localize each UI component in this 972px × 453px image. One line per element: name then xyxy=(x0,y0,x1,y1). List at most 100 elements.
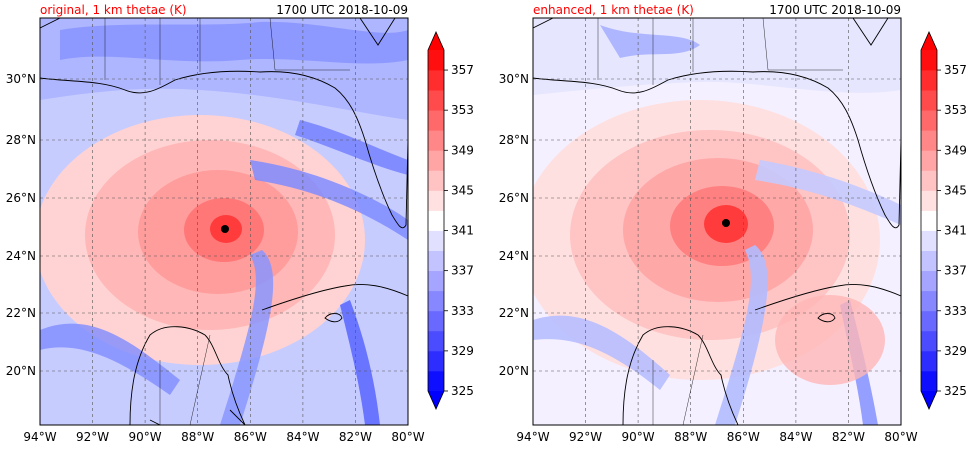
svg-text:28°N: 28°N xyxy=(499,133,529,147)
lon-tick-labels: 94°W 92°W 90°W 88°W 86°W 84°W 82°W 80°W xyxy=(516,430,917,444)
colorbar-label: 357 xyxy=(451,63,474,77)
colorbar-label: 341 xyxy=(944,224,967,238)
colorbar-label: 357 xyxy=(944,63,967,77)
colorbar-label: 325 xyxy=(451,384,474,398)
colorbar-bin xyxy=(428,350,444,372)
coastlines xyxy=(40,18,408,425)
colorbar-bin xyxy=(428,50,444,71)
svg-text:26°N: 26°N xyxy=(6,191,36,205)
colorbar-label: 337 xyxy=(944,264,967,278)
thetae-field xyxy=(533,18,901,425)
map-frame xyxy=(39,17,409,426)
colorbar-bin xyxy=(921,130,937,151)
svg-text:82°W: 82°W xyxy=(832,430,865,444)
colorbar-bin xyxy=(921,330,937,352)
storm-center-marker xyxy=(221,225,229,233)
svg-text:86°W: 86°W xyxy=(727,430,760,444)
colorbar-bin xyxy=(921,150,937,171)
colorbar-bin xyxy=(428,230,444,251)
svg-text:94°W: 94°W xyxy=(23,430,56,444)
colorbar-extend-min xyxy=(921,391,937,409)
colorbar-label: 333 xyxy=(451,304,474,318)
colorbar-bin xyxy=(921,250,937,272)
colorbar-label: 329 xyxy=(944,344,967,358)
svg-text:26°N: 26°N xyxy=(499,191,529,205)
lon-tick-labels: 94°W 92°W 90°W 88°W 86°W 84°W 82°W 80°W xyxy=(23,430,424,444)
colorbar: 325 329 333 337 341 345 349 353 357 xyxy=(920,31,967,410)
svg-text:30°N: 30°N xyxy=(6,72,36,86)
svg-text:22°N: 22°N xyxy=(499,306,529,320)
svg-text:94°W: 94°W xyxy=(516,430,549,444)
storm-center-marker xyxy=(722,219,730,227)
svg-text:80°W: 80°W xyxy=(884,430,917,444)
svg-text:24°N: 24°N xyxy=(6,249,36,263)
svg-text:92°W: 92°W xyxy=(76,430,109,444)
colorbar-bin xyxy=(428,130,444,151)
svg-text:20°N: 20°N xyxy=(499,364,529,378)
panel-title-time: 1700 UTC 2018-10-09 xyxy=(769,3,901,17)
colorbar-extend-max xyxy=(921,32,937,50)
lat-tick-labels: 20°N 22°N 24°N 26°N 28°N 30°N xyxy=(499,72,529,378)
panel-title-left: enhanced, 1 km thetae (K) xyxy=(533,3,694,17)
svg-text:22°N: 22°N xyxy=(6,306,36,320)
colorbar-bin xyxy=(921,370,937,392)
colorbar-bin xyxy=(921,50,937,71)
colorbar-bin xyxy=(428,110,444,131)
svg-text:20°N: 20°N xyxy=(6,364,36,378)
colorbar-bin xyxy=(428,250,444,272)
svg-text:84°W: 84°W xyxy=(286,430,319,444)
colorbar-label: 325 xyxy=(944,384,967,398)
svg-text:90°W: 90°W xyxy=(129,430,162,444)
gridlines xyxy=(40,18,408,425)
colorbar-bin xyxy=(921,230,937,251)
svg-text:30°N: 30°N xyxy=(499,72,529,86)
panel-title-left: original, 1 km thetae (K) xyxy=(40,3,187,17)
colorbar-bin xyxy=(428,270,444,292)
colorbar-label: 333 xyxy=(944,304,967,318)
colorbar-label: 345 xyxy=(944,183,967,197)
colorbar-bin xyxy=(428,150,444,171)
colorbar-bin xyxy=(921,170,937,191)
colorbar-bin xyxy=(921,270,937,292)
colorbar-bin xyxy=(428,330,444,352)
colorbar-extend-min xyxy=(428,391,444,409)
svg-text:28°N: 28°N xyxy=(6,133,36,147)
colorbar-bin xyxy=(921,350,937,372)
colorbar-bin xyxy=(428,170,444,191)
svg-text:88°W: 88°W xyxy=(181,430,214,444)
colorbar-bin xyxy=(921,110,937,131)
colorbar-bin xyxy=(921,70,937,91)
colorbar: 325 329 333 337 341 345 349 353 357 xyxy=(427,31,474,410)
panel-enhanced: enhanced, 1 km thetae (K) 1700 UTC 2018-… xyxy=(499,3,967,444)
colorbar-bin xyxy=(921,90,937,111)
colorbar-label: 353 xyxy=(451,103,474,117)
colorbar-bin xyxy=(921,290,937,312)
svg-text:86°W: 86°W xyxy=(234,430,267,444)
colorbar-label: 341 xyxy=(451,224,474,238)
colorbar-label: 345 xyxy=(451,183,474,197)
colorbar-bin xyxy=(921,190,937,211)
colorbar-bin xyxy=(428,370,444,392)
svg-text:82°W: 82°W xyxy=(339,430,372,444)
svg-text:80°W: 80°W xyxy=(391,430,424,444)
panel-original: original, 1 km thetae (K) 1700 UTC 2018-… xyxy=(6,3,474,444)
colorbar-bin xyxy=(428,210,444,231)
gridlines xyxy=(533,18,901,425)
colorbar-bin xyxy=(428,190,444,211)
coastlines xyxy=(533,18,901,425)
colorbar-bin xyxy=(428,90,444,111)
colorbar-bin xyxy=(428,70,444,91)
colorbar-bin xyxy=(428,290,444,312)
colorbar-label: 329 xyxy=(451,344,474,358)
svg-text:84°W: 84°W xyxy=(779,430,812,444)
svg-text:90°W: 90°W xyxy=(622,430,655,444)
colorbar-label: 349 xyxy=(944,143,967,157)
svg-text:92°W: 92°W xyxy=(569,430,602,444)
colorbar-extend-max xyxy=(428,32,444,50)
colorbar-bin xyxy=(921,210,937,231)
colorbar-label: 353 xyxy=(944,103,967,117)
colorbar-label: 337 xyxy=(451,264,474,278)
colorbar-bin xyxy=(428,310,444,332)
svg-text:24°N: 24°N xyxy=(499,249,529,263)
map-frame xyxy=(532,17,902,426)
